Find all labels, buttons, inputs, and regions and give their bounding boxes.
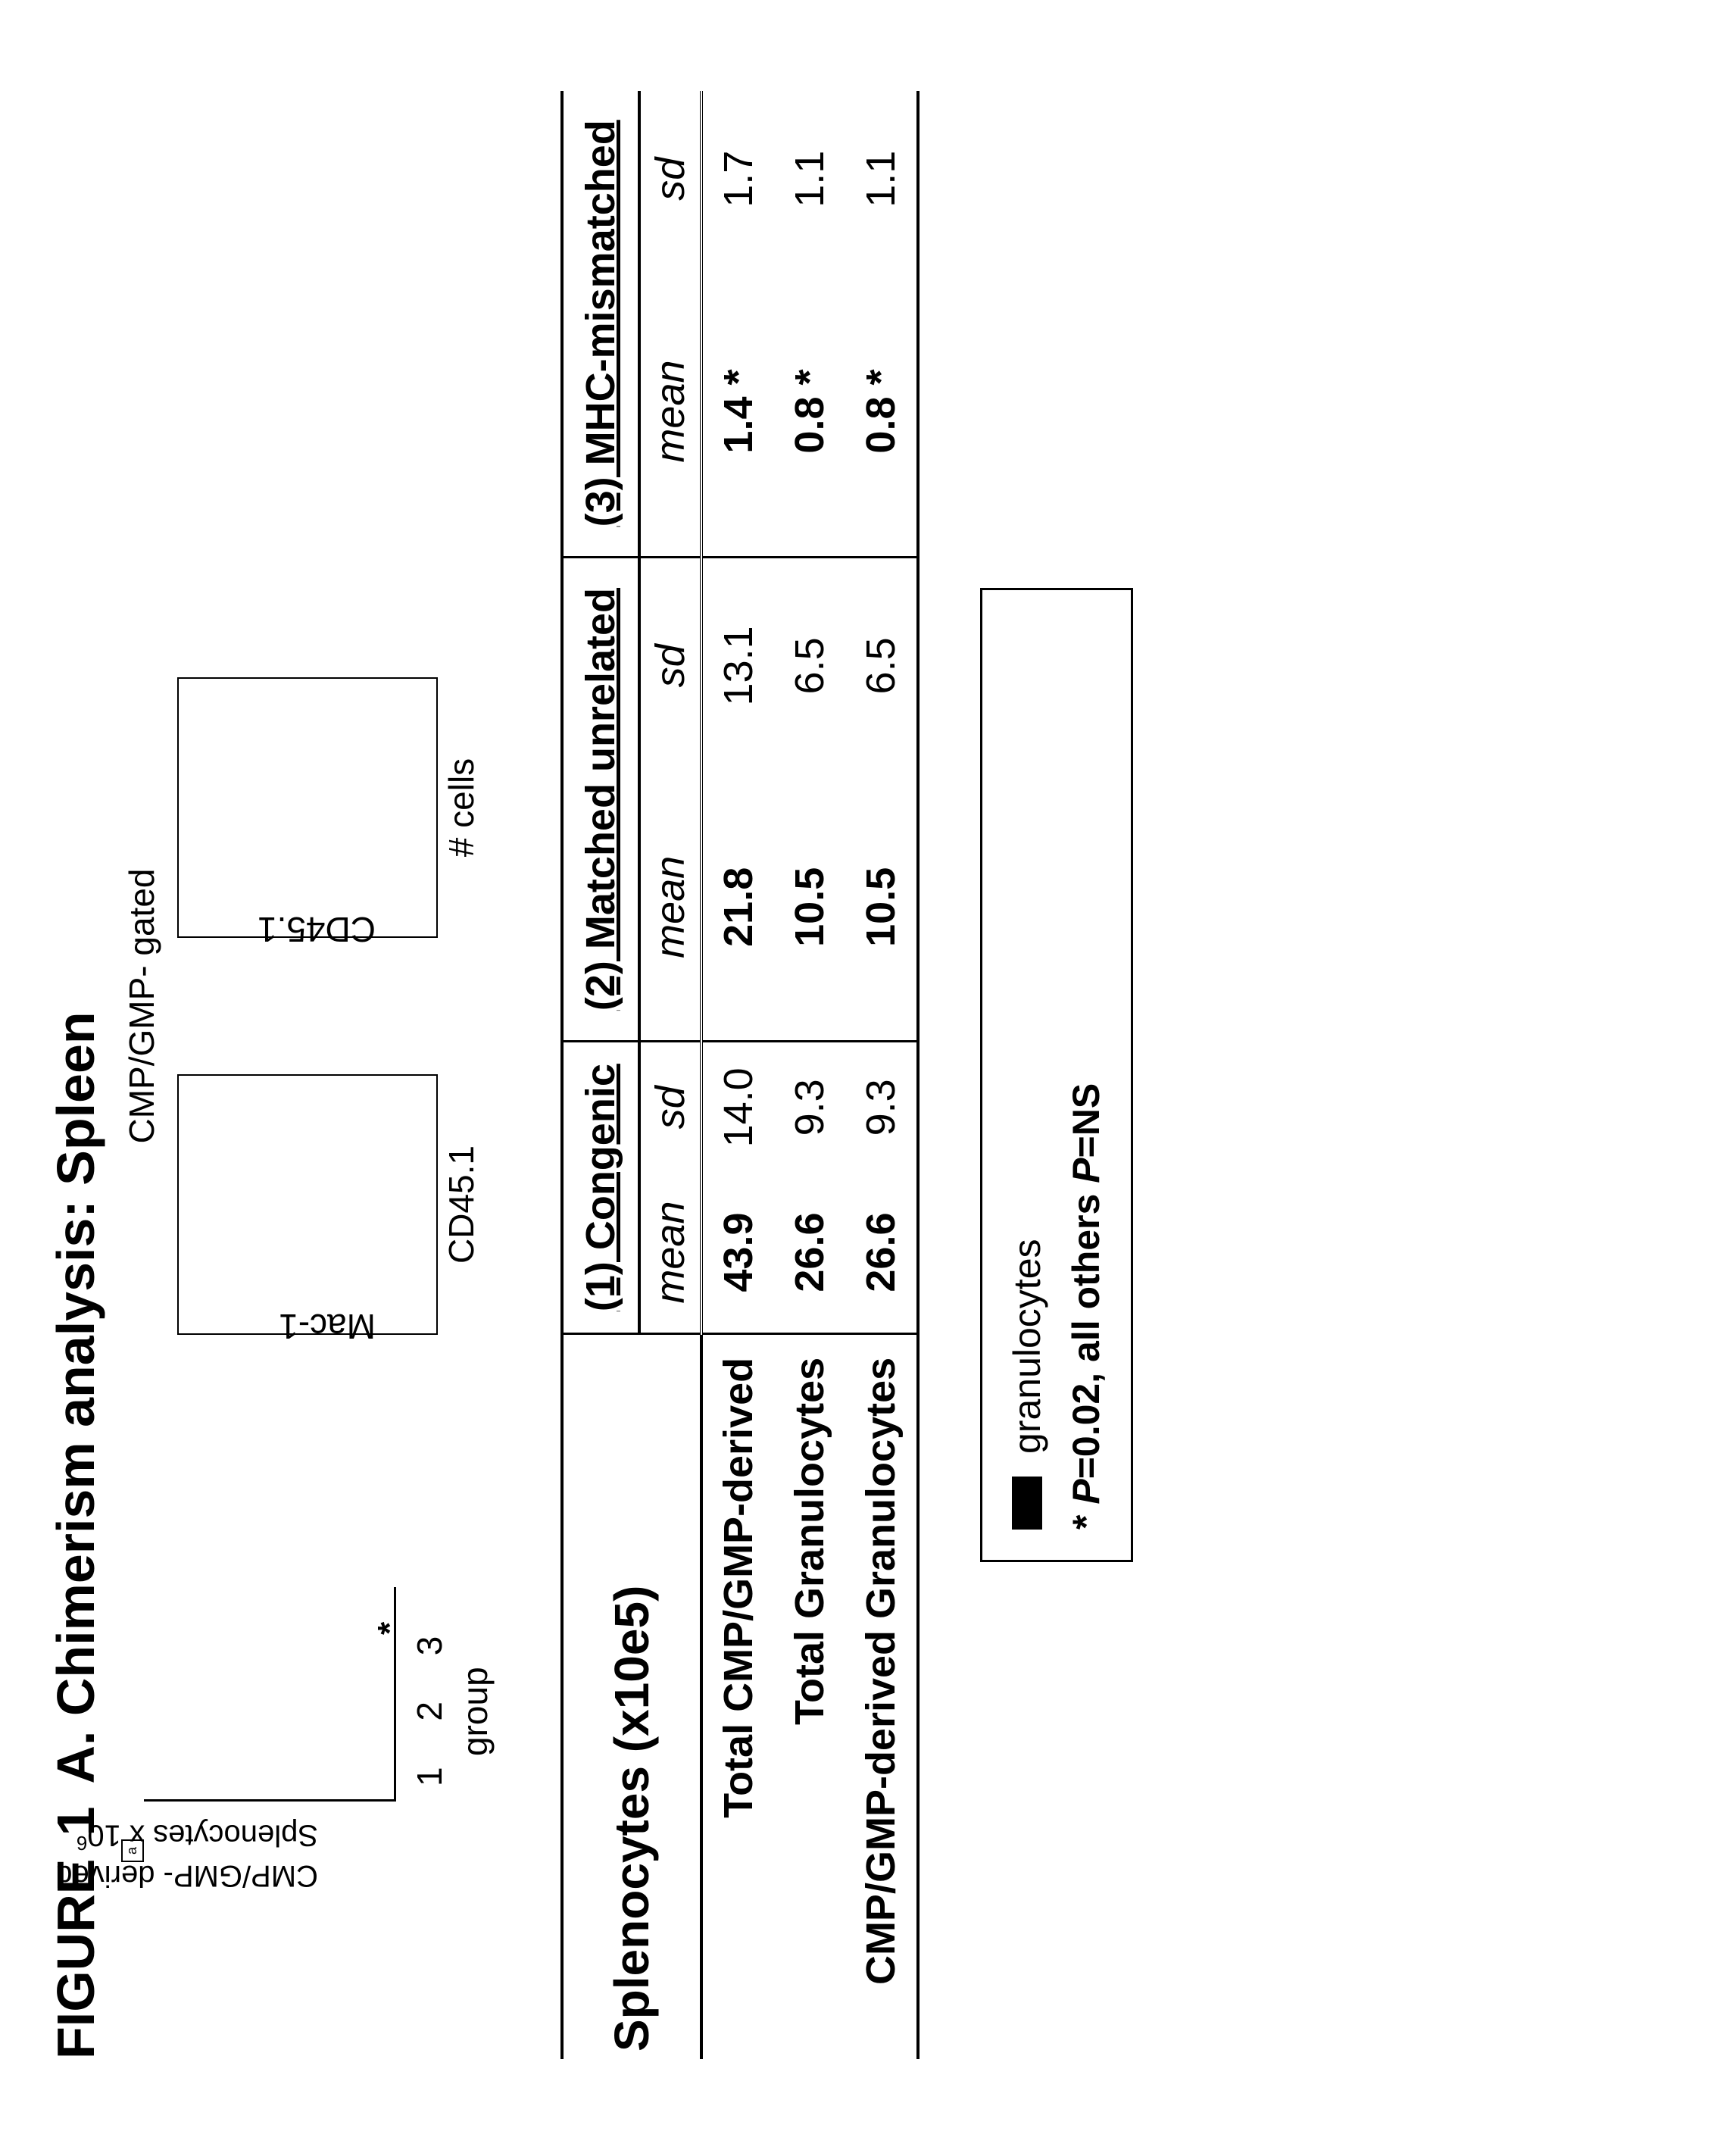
footnote-p1: P xyxy=(1065,1479,1107,1504)
subheader-mean: mean xyxy=(639,773,701,1042)
table-row: Total Granulocytes 26.6 9.3 10.5 6.5 0.8… xyxy=(774,91,845,2059)
cell-sd: 6.5 xyxy=(845,557,918,773)
legend-swatch xyxy=(1012,1477,1042,1530)
table-row: Total CMP/GMP-derived 43.9 14.0 21.8 13.… xyxy=(701,91,774,2059)
bar-chart-xlabel: group xyxy=(454,1667,495,1756)
footnote-mid: =0.02, all others xyxy=(1065,1183,1107,1479)
table-title: Splenocytes (x10e5) xyxy=(562,1333,701,2059)
group-header-1: (1) Congenic xyxy=(562,1042,639,1333)
bar-chart-ylabel-sup: 6 xyxy=(76,1832,87,1855)
figure-title: FIGURE 1 A. Chimerism analysis: Spleen xyxy=(45,0,106,2059)
facs-panel-title: CMP/GMP- gated xyxy=(121,476,162,1536)
cell-mean: 0.8 * xyxy=(774,267,845,557)
row-label: Total Granulocytes xyxy=(774,1333,845,2059)
cell-sd: 14.0 xyxy=(701,1042,774,1172)
bar-chart-ylabel-outer: CMP/GMP- derived xyxy=(55,1858,318,1892)
legend-box: granulocytes * P=0.02, all others P=NS xyxy=(980,588,1133,1562)
legend-footnote: * P=0.02, all others P=NS xyxy=(1064,620,1108,1530)
cell-mean: 1.4 * xyxy=(701,267,774,557)
legend-swatch-label: granulocytes xyxy=(1005,1239,1049,1455)
cell-sd: 6.5 xyxy=(774,557,845,773)
facs-left-ylabel: Mac-1 xyxy=(279,1306,376,1347)
cell-sd: 1.1 xyxy=(845,91,918,267)
bar-chart-axes xyxy=(144,1587,396,1802)
subheader-mean: mean xyxy=(639,1172,701,1333)
cell-mean: 10.5 xyxy=(774,773,845,1042)
facs-right-ylabel: CD45.1 xyxy=(258,909,376,950)
cell-mean: 0.8 * xyxy=(845,267,918,557)
footnote-end: =NS xyxy=(1065,1083,1107,1158)
cell-mean: 21.8 xyxy=(701,773,774,1042)
panel-letter: A. xyxy=(46,1731,105,1784)
subheader-mean: mean xyxy=(639,267,701,557)
facs-left-xlabel: CD45.1 xyxy=(441,1076,482,1333)
significance-star: * xyxy=(371,1622,409,1635)
cell-mean: 10.5 xyxy=(845,773,918,1042)
cell-mean: 43.9 xyxy=(701,1172,774,1333)
group-header-2: (2) Matched unrelated xyxy=(562,557,639,1042)
cell-sd: 1.1 xyxy=(774,91,845,267)
facs-plot-right: CD45.1 # cells xyxy=(177,677,438,938)
facs-plot-left: Mac-1 CD45.1 xyxy=(177,1074,438,1335)
cell-sd: 9.3 xyxy=(845,1042,918,1172)
figure-title-text: Chimerism analysis: Spleen xyxy=(46,1011,105,1716)
cell-sd: 9.3 xyxy=(774,1042,845,1172)
facs-right-xlabel: # cells xyxy=(441,679,482,936)
splenocytes-table: Splenocytes (x10e5) (1) Congenic (2) Mat… xyxy=(560,91,920,2059)
row-label: CMP/GMP-derived Granulocytes xyxy=(845,1333,918,2059)
cell-sd: 13.1 xyxy=(701,557,774,773)
subheader-sd: sd xyxy=(639,557,701,773)
facs-panel: CMP/GMP- gated Mac-1 CD45.1 CD45.1 # cel… xyxy=(121,476,515,1536)
cell-mean: 26.6 xyxy=(774,1172,845,1333)
bar-chart-xticks: 1 2 3 xyxy=(409,1618,450,1786)
cell-sd: 1.7 xyxy=(701,91,774,267)
footnote-p2: P xyxy=(1065,1158,1107,1183)
bar-chart-panel: a CMP/GMP- derived Splenocytes x 106 * 1… xyxy=(121,1544,515,1862)
subheader-sd: sd xyxy=(639,1042,701,1172)
group-header-3: (3) MHC-mismatched xyxy=(562,91,639,557)
cell-mean: 26.6 xyxy=(845,1172,918,1333)
table-row: CMP/GMP-derived Granulocytes 26.6 9.3 10… xyxy=(845,91,918,2059)
bar-chart-ylabel-inner-text: Splenocytes x 10 xyxy=(87,1819,318,1852)
row-label: Total CMP/GMP-derived xyxy=(701,1333,774,2059)
subheader-sd: sd xyxy=(639,91,701,267)
bar-chart-ylabel-inner: Splenocytes x 106 xyxy=(76,1818,318,1855)
footnote-star: * xyxy=(1065,1505,1107,1530)
